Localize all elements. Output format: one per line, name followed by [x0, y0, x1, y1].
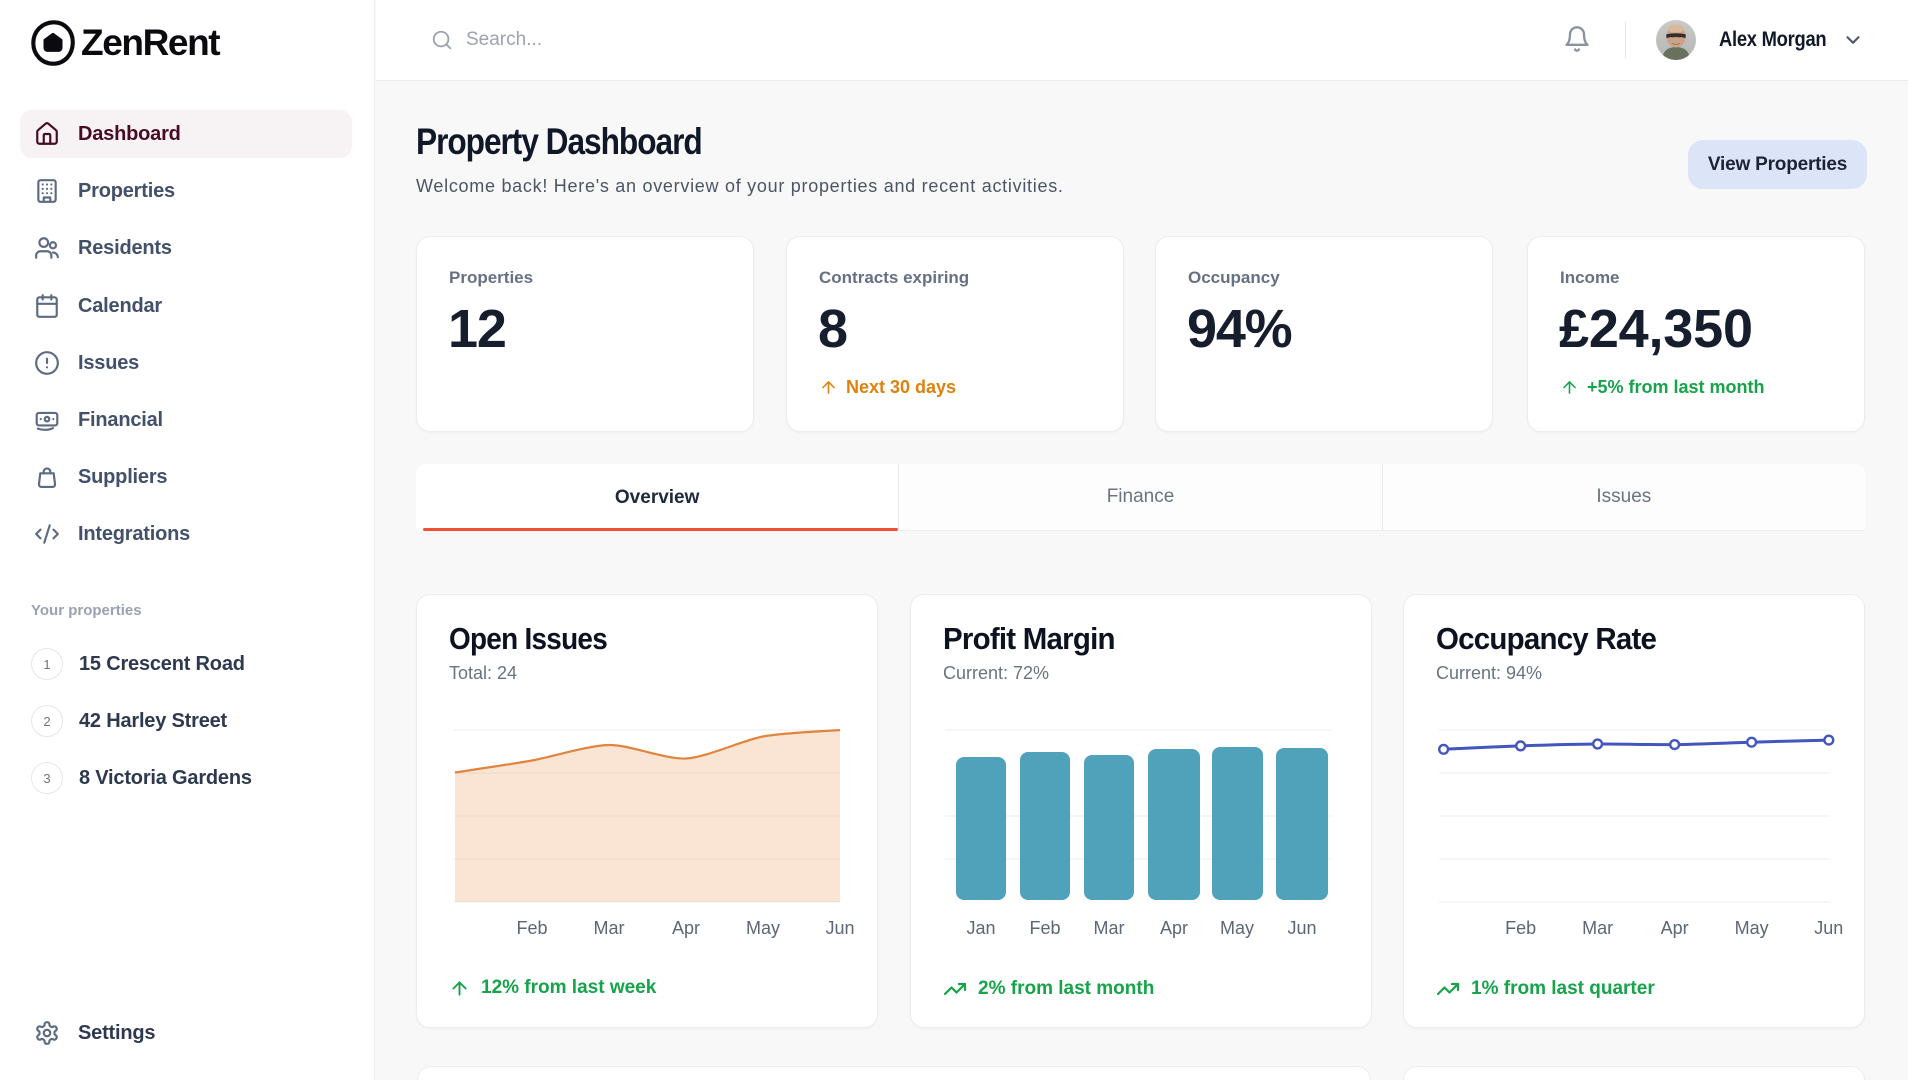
svg-text:May: May [1220, 918, 1254, 938]
svg-text:Jan: Jan [966, 918, 995, 938]
svg-text:Apr: Apr [1160, 918, 1188, 938]
svg-text:May: May [746, 918, 780, 938]
svg-text:Apr: Apr [1661, 918, 1689, 938]
svg-text:May: May [1735, 918, 1769, 938]
svg-text:Mar: Mar [594, 918, 625, 938]
svg-text:Feb: Feb [516, 918, 547, 938]
svg-text:Feb: Feb [1505, 918, 1536, 938]
svg-text:Jun: Jun [1287, 918, 1316, 938]
svg-text:Jun: Jun [825, 918, 854, 938]
svg-text:Feb: Feb [1029, 918, 1060, 938]
svg-text:Apr: Apr [672, 918, 700, 938]
svg-text:Jun: Jun [1814, 918, 1843, 938]
svg-text:Mar: Mar [1582, 918, 1613, 938]
svg-text:Mar: Mar [1094, 918, 1125, 938]
